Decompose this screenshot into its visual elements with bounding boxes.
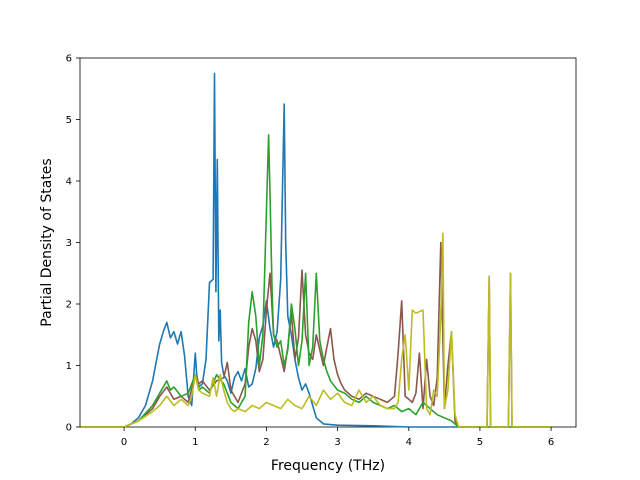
x-tick-label: 2 xyxy=(263,437,269,448)
y-tick-label: 1 xyxy=(66,361,72,372)
y-axis-ticks: 0 1 2 3 4 5 6 xyxy=(66,54,80,434)
y-tick-label: 5 xyxy=(66,115,72,126)
series-line-4 xyxy=(81,232,552,428)
x-tick-label: 4 xyxy=(406,437,412,448)
y-tick-label: 4 xyxy=(66,177,72,188)
x-tick-label: 0 xyxy=(121,437,127,448)
y-tick-label: 0 xyxy=(66,423,72,434)
x-tick-label: 5 xyxy=(477,437,483,448)
y-tick-label: 2 xyxy=(66,300,72,311)
x-tick-label: 1 xyxy=(192,437,198,448)
x-axis-ticks: 0 1 2 3 4 5 6 xyxy=(121,427,554,448)
x-tick-label: 6 xyxy=(548,437,554,448)
y-tick-label: 6 xyxy=(66,54,72,65)
y-tick-label: 3 xyxy=(66,238,72,249)
x-tick-label: 3 xyxy=(334,437,340,448)
series-line-1 xyxy=(81,72,552,428)
y-axis-label: Partial Density of States xyxy=(39,158,55,326)
series-layer xyxy=(81,72,552,428)
x-axis-label: Frequency (THz) xyxy=(271,458,385,474)
series-line-2 xyxy=(81,241,552,428)
